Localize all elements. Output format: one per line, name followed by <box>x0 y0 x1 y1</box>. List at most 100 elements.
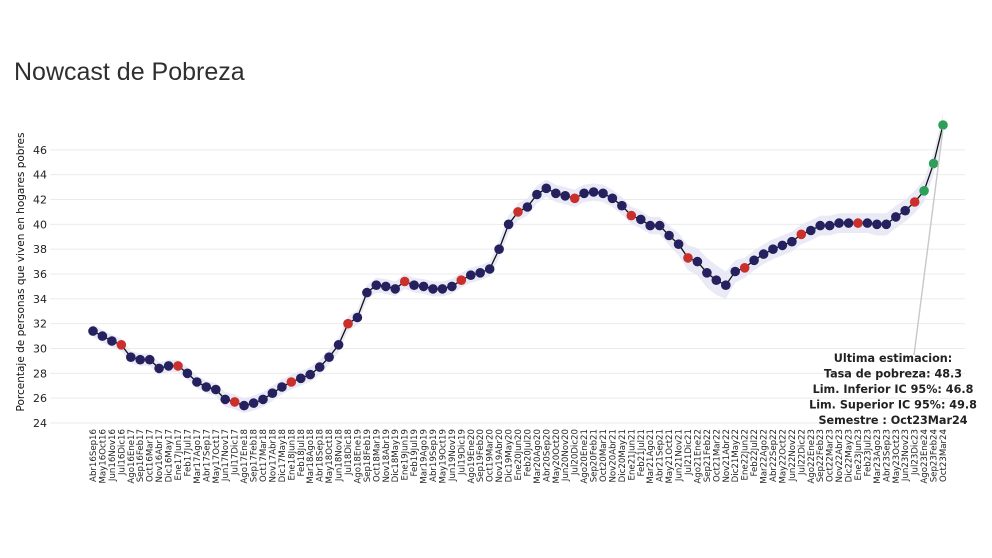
data-point[interactable] <box>768 244 778 254</box>
data-point[interactable] <box>938 120 948 130</box>
data-point[interactable] <box>513 207 523 217</box>
data-point[interactable] <box>560 191 570 201</box>
data-point[interactable] <box>144 354 155 365</box>
data-point[interactable] <box>371 280 382 291</box>
data-point[interactable] <box>617 200 627 211</box>
data-point[interactable] <box>664 230 674 241</box>
data-point[interactable] <box>739 263 750 273</box>
data-point[interactable] <box>588 187 599 197</box>
data-point[interactable] <box>787 236 797 247</box>
data-point[interactable] <box>437 284 448 294</box>
data-point[interactable] <box>173 361 183 371</box>
data-point[interactable] <box>872 219 882 230</box>
data-point[interactable] <box>324 352 334 363</box>
data-point[interactable] <box>815 220 825 231</box>
data-point[interactable] <box>267 388 278 399</box>
data-point[interactable] <box>182 368 193 379</box>
data-point[interactable] <box>343 318 353 329</box>
data-point[interactable] <box>749 255 759 266</box>
data-point[interactable] <box>598 188 608 199</box>
data-point[interactable] <box>806 225 816 236</box>
data-point[interactable] <box>116 340 127 350</box>
data-point[interactable] <box>853 218 863 228</box>
data-point[interactable] <box>409 280 419 291</box>
data-point[interactable] <box>702 268 712 278</box>
x-tick-label: Sep20Feb21 <box>590 429 600 482</box>
data-point[interactable] <box>229 397 240 407</box>
x-tick-label: Abr23Sep23 <box>882 429 892 482</box>
data-point[interactable] <box>626 210 637 221</box>
x-tick-label: Dic17May18 <box>278 429 288 482</box>
data-point[interactable] <box>796 229 807 240</box>
data-point[interactable] <box>220 394 230 405</box>
data-point[interactable] <box>286 377 297 387</box>
data-point[interactable] <box>126 352 136 363</box>
data-point[interactable] <box>522 202 533 212</box>
data-point[interactable] <box>494 244 504 254</box>
data-point[interactable] <box>532 189 542 200</box>
data-point[interactable] <box>900 205 910 216</box>
data-point[interactable] <box>843 218 854 228</box>
data-point[interactable] <box>730 266 740 277</box>
data-point[interactable] <box>475 268 486 278</box>
data-point[interactable] <box>636 214 646 225</box>
data-point[interactable] <box>909 197 920 207</box>
data-point[interactable] <box>654 220 665 231</box>
data-point[interactable] <box>192 377 202 387</box>
data-point[interactable] <box>758 249 769 259</box>
data-point[interactable] <box>248 398 259 408</box>
data-point[interactable] <box>163 361 174 371</box>
x-tick: Mar19Ago19 <box>420 429 430 484</box>
data-point[interactable] <box>456 275 467 286</box>
data-point[interactable] <box>711 275 722 286</box>
data-point[interactable] <box>135 354 145 365</box>
data-point[interactable] <box>541 183 552 194</box>
data-point[interactable] <box>88 326 98 336</box>
data-point[interactable] <box>607 193 618 204</box>
data-point[interactable] <box>258 394 268 405</box>
data-point[interactable] <box>154 363 164 374</box>
data-point[interactable] <box>399 276 410 287</box>
data-point[interactable] <box>891 212 901 222</box>
data-point[interactable] <box>428 284 438 294</box>
data-point[interactable] <box>579 188 589 199</box>
data-point[interactable] <box>466 270 476 281</box>
data-point[interactable] <box>211 384 221 395</box>
x-tick-label: Feb21Jul21 <box>637 429 647 476</box>
data-point[interactable] <box>824 220 835 231</box>
data-point[interactable] <box>277 382 287 392</box>
data-point[interactable] <box>834 218 844 228</box>
data-point[interactable] <box>296 373 306 384</box>
data-point[interactable] <box>777 240 788 251</box>
data-point[interactable] <box>362 287 372 298</box>
data-point[interactable] <box>447 281 457 292</box>
data-point[interactable] <box>862 218 873 228</box>
x-tick: Nov16Abr17 <box>155 429 165 483</box>
data-point[interactable] <box>201 382 212 392</box>
data-point[interactable] <box>107 336 117 346</box>
data-point[interactable] <box>97 331 108 341</box>
x-tick: Jul21Dic21 <box>684 429 694 476</box>
data-point[interactable] <box>305 369 316 380</box>
data-point[interactable] <box>919 186 929 196</box>
data-point[interactable] <box>484 264 495 274</box>
data-point[interactable] <box>569 193 580 204</box>
data-point[interactable] <box>645 220 655 231</box>
data-point[interactable] <box>333 340 344 350</box>
data-point[interactable] <box>881 219 892 230</box>
data-point[interactable] <box>503 219 514 230</box>
data-point[interactable] <box>692 256 703 267</box>
data-point[interactable] <box>352 312 363 323</box>
data-point[interactable] <box>314 362 325 372</box>
data-point[interactable] <box>418 281 429 292</box>
y-axis-label: Porcentaje de personas que viven en hoga… <box>15 133 27 412</box>
x-tick: Jun16Nov16 <box>108 429 118 482</box>
data-point[interactable] <box>683 253 693 263</box>
data-point[interactable] <box>721 280 731 291</box>
data-point[interactable] <box>928 158 939 169</box>
data-point[interactable] <box>390 284 401 294</box>
data-point[interactable] <box>239 400 249 411</box>
data-point[interactable] <box>551 188 561 199</box>
data-point[interactable] <box>381 281 391 292</box>
data-point[interactable] <box>673 239 684 249</box>
